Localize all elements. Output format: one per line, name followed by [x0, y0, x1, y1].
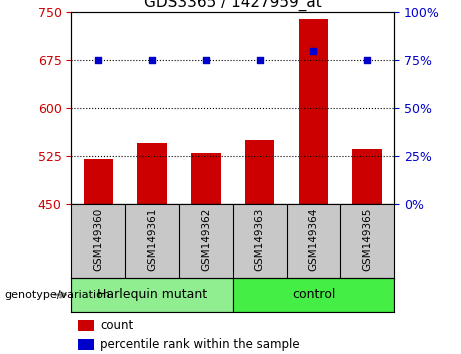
Text: GSM149364: GSM149364 [308, 207, 319, 271]
Text: genotype/variation: genotype/variation [5, 290, 111, 300]
Title: GDS3365 / 1427959_at: GDS3365 / 1427959_at [144, 0, 322, 11]
Point [95, 57, 102, 63]
Text: control: control [292, 288, 335, 301]
Bar [299, 19, 328, 204]
Bar [137, 143, 167, 204]
Text: GSM149365: GSM149365 [362, 207, 372, 271]
Text: percentile rank within the sample: percentile rank within the sample [100, 338, 300, 351]
Point [310, 48, 317, 53]
Point [256, 57, 263, 63]
Point [148, 57, 156, 63]
Bar [191, 153, 221, 204]
Point [364, 57, 371, 63]
Bar [233, 278, 394, 312]
Text: count: count [100, 319, 134, 332]
Bar [245, 140, 274, 204]
Text: GSM149363: GSM149363 [254, 207, 265, 271]
Bar [83, 159, 113, 204]
Bar [353, 149, 382, 204]
Text: GSM149361: GSM149361 [147, 207, 157, 271]
Bar [71, 278, 233, 312]
Text: Harlequin mutant: Harlequin mutant [97, 288, 207, 301]
Point [202, 57, 210, 63]
Text: GSM149362: GSM149362 [201, 207, 211, 271]
Bar [78, 339, 94, 350]
Bar [78, 320, 94, 331]
Text: GSM149360: GSM149360 [93, 207, 103, 270]
